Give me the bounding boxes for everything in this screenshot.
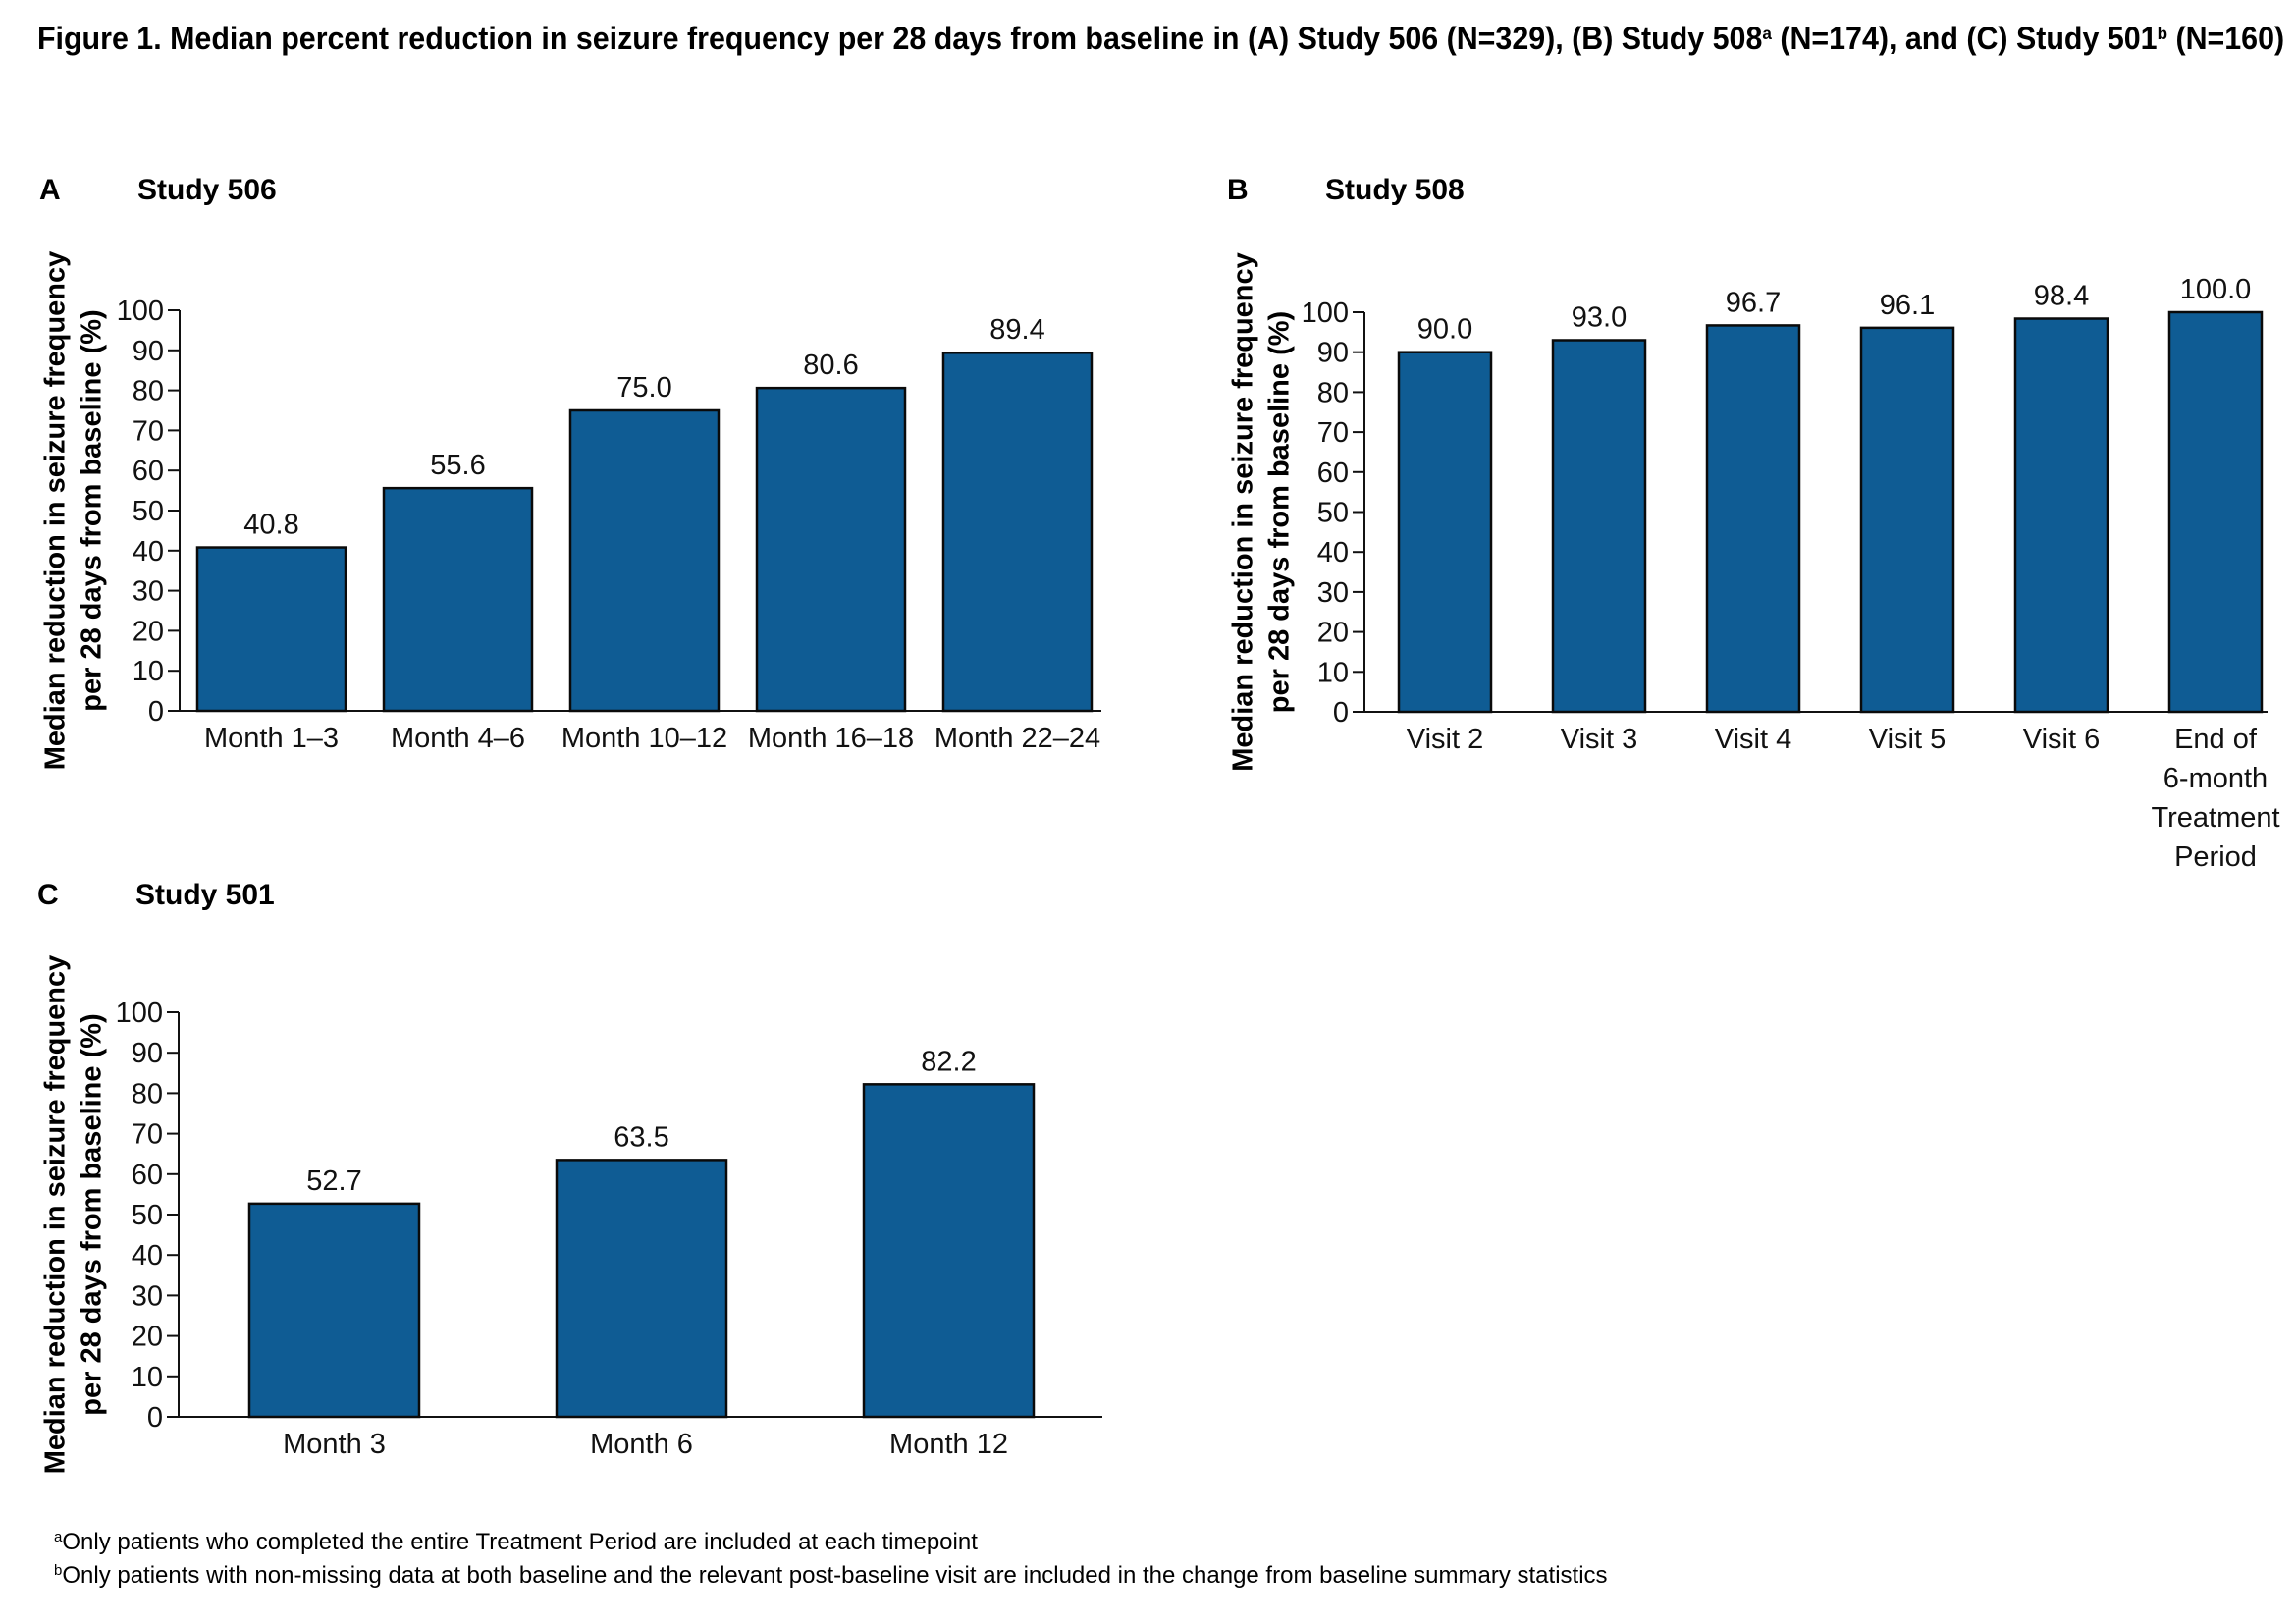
bar	[382, 486, 534, 713]
chart-panel-b: B Study 508 Median reduction in seizure fr…	[1227, 174, 2280, 873]
data-label: 93.0	[1572, 301, 1627, 333]
y-tick-label: 40	[133, 536, 164, 568]
data-label: 100.0	[2180, 274, 2252, 305]
y-axis-label: Median reduction in seizure frequency	[40, 251, 72, 771]
y-axis-label: Median reduction in seizure frequency	[40, 955, 72, 1475]
y-tick-label: 90	[133, 336, 164, 367]
title-superscript: b	[2158, 24, 2167, 44]
chart-panel-a: A Study 506 Median reduction in seizure fr…	[39, 174, 1101, 770]
bar	[1859, 326, 1955, 714]
data-label: 82.2	[921, 1046, 976, 1077]
bar	[862, 1083, 1036, 1419]
y-tick-label: 70	[132, 1119, 163, 1151]
data-label: 89.4	[989, 314, 1044, 346]
x-tick-label: Visit 4	[1715, 724, 1791, 755]
x-tick-label: End of 6-month Treatment Period	[2151, 724, 2279, 873]
x-tick-label: Month 10–12	[561, 723, 727, 754]
y-tick-label: 50	[1317, 498, 1349, 529]
x-tick-label: Visit 5	[1869, 724, 1946, 755]
y-tick-label: 10	[132, 1362, 163, 1393]
y-tick-label: 80	[132, 1078, 163, 1110]
y-tick-label: 100	[1302, 298, 1349, 329]
y-tick-label: 0	[1333, 697, 1349, 729]
y-axis-label: Median reduction in seizure frequency	[1228, 252, 1259, 772]
figure-title: Figure 1. Median percent reduction in se…	[37, 21, 2284, 56]
bar	[941, 351, 1094, 713]
y-tick-label: 40	[132, 1240, 163, 1272]
y-tick-label: 70	[1317, 417, 1349, 449]
x-tick-label: Visit 3	[1561, 724, 1637, 755]
y-tick-label: 70	[133, 415, 164, 447]
y-tick-label: 80	[133, 376, 164, 407]
y-tick-label: 10	[1317, 657, 1349, 688]
panel-title: Study 508	[1325, 174, 1465, 206]
bar	[555, 1159, 728, 1419]
bar	[2167, 310, 2264, 714]
y-axis-label: per 28 days from baseline (%)	[77, 1013, 108, 1415]
panel-letter: C	[37, 879, 59, 911]
x-tick-label: Visit 2	[1407, 724, 1483, 755]
x-tick-label: Visit 6	[2023, 724, 2100, 755]
data-label: 98.4	[2034, 281, 2089, 312]
data-label: 96.7	[1726, 287, 1781, 318]
bar	[755, 386, 907, 713]
y-tick-label: 60	[1317, 458, 1349, 489]
panel-title: Study 506	[137, 174, 277, 206]
bar	[1397, 351, 1493, 714]
footnote-b: bOnly patients with non-missing data at …	[54, 1562, 1608, 1589]
y-tick-label: 0	[147, 1402, 163, 1434]
footnote-a: aOnly patients who completed the entire …	[54, 1529, 978, 1555]
y-tick-label: 30	[1317, 577, 1349, 609]
y-tick-label: 90	[1317, 338, 1349, 369]
data-label: 40.8	[243, 510, 298, 541]
y-tick-label: 100	[117, 296, 164, 327]
bar	[2013, 317, 2109, 714]
panel-letter: A	[39, 174, 61, 206]
bar	[1551, 339, 1647, 714]
data-label: 80.6	[803, 350, 858, 381]
chart-panel-c: C Study 501 Median reduction in seizure fr…	[37, 879, 1102, 1474]
x-tick-label: Month 22–24	[934, 723, 1100, 754]
data-label: 63.5	[614, 1121, 668, 1153]
x-tick-label: Month 12	[889, 1429, 1008, 1460]
panel-title: Study 501	[135, 879, 275, 911]
title-text: (N=174), and (C) Study 501	[1772, 21, 2158, 56]
y-tick-label: 100	[116, 998, 163, 1029]
y-tick-label: 90	[132, 1038, 163, 1069]
bar	[195, 546, 347, 713]
y-tick-label: 80	[1317, 377, 1349, 408]
data-label: 75.0	[616, 372, 671, 404]
data-label: 52.7	[306, 1165, 361, 1197]
bar	[1705, 324, 1801, 714]
x-tick-label: Month 3	[283, 1429, 386, 1460]
y-axis-label: per 28 days from baseline (%)	[1264, 311, 1296, 713]
y-tick-label: 20	[133, 616, 164, 647]
y-tick-label: 50	[133, 496, 164, 527]
y-tick-label: 30	[133, 576, 164, 608]
y-tick-label: 10	[133, 656, 164, 687]
title-text: (N=160)	[2167, 21, 2284, 56]
title-superscript: a	[1762, 24, 1772, 44]
x-tick-label: Month 6	[590, 1429, 693, 1460]
y-tick-label: 40	[1317, 537, 1349, 568]
y-tick-label: 60	[132, 1160, 163, 1191]
title-text: Figure 1. Median percent reduction in se…	[37, 21, 1762, 56]
bar	[568, 408, 721, 713]
y-tick-label: 20	[1317, 618, 1349, 649]
data-label: 96.1	[1880, 290, 1935, 321]
y-tick-label: 50	[132, 1200, 163, 1231]
data-label: 90.0	[1417, 314, 1472, 346]
x-tick-label: Month 1–3	[204, 723, 339, 754]
y-axis-label: per 28 days from baseline (%)	[77, 309, 108, 711]
bar	[247, 1202, 421, 1419]
x-tick-label: Month 16–18	[748, 723, 914, 754]
y-tick-label: 60	[133, 456, 164, 487]
y-tick-label: 30	[132, 1280, 163, 1312]
panel-letter: B	[1227, 174, 1249, 206]
x-tick-label: Month 4–6	[391, 723, 525, 754]
y-tick-label: 0	[148, 696, 164, 728]
y-tick-label: 20	[132, 1322, 163, 1353]
data-label: 55.6	[430, 450, 485, 481]
